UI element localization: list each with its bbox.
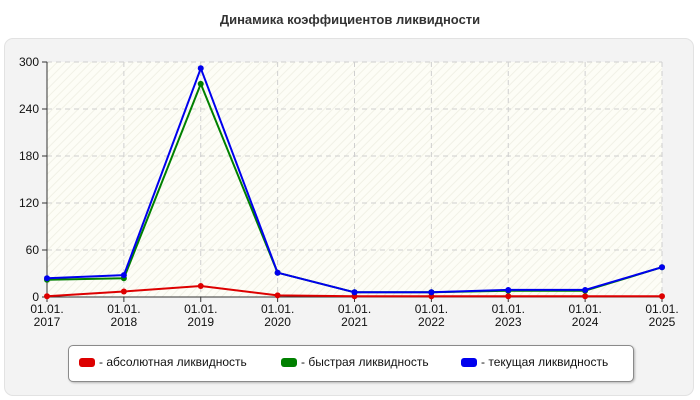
x-tick-label: 01.01. 2022 [415, 302, 448, 329]
legend-label: - текущая ликвидность [481, 355, 609, 369]
x-tick-label: 01.01. 2021 [338, 302, 371, 329]
series-0-point [582, 293, 589, 300]
series-group [44, 65, 665, 300]
series-2-point [351, 289, 358, 296]
series-2-point [120, 272, 127, 279]
series-1-point [197, 80, 204, 87]
y-tick-label: 300 [19, 55, 39, 69]
series-0-point [197, 283, 204, 290]
series-0-point [505, 293, 512, 300]
x-tick-label: 01.01. 2024 [568, 302, 601, 329]
x-tick-label: 01.01. 2019 [184, 302, 217, 329]
x-tick-label: 01.01. 2023 [492, 302, 525, 329]
series-2-point [274, 269, 281, 276]
y-tick-label: 60 [26, 243, 40, 257]
legend: - абсолютная ликвидность - быстрая ликвид… [68, 345, 634, 382]
legend-swatch [461, 357, 477, 367]
series-2-point [44, 275, 50, 282]
series-0-point [120, 288, 127, 295]
legend-item: - абсолютная ликвидность [79, 354, 247, 370]
y-tick-label: 240 [19, 102, 39, 116]
legend-label: - быстрая ликвидность [301, 355, 429, 369]
series-0-point [274, 292, 281, 299]
x-tick-label: 01.01. 2025 [645, 302, 678, 329]
series-2-point [428, 289, 435, 296]
chart-title: Динамика коэффициентов ликвидности [219, 12, 481, 27]
series-2-point [197, 65, 204, 72]
x-tick-label: 01.01. 2020 [261, 302, 294, 329]
legend-swatch [79, 357, 95, 367]
series-2-point [582, 286, 589, 293]
x-tick-label: 01.01. 2018 [107, 302, 140, 329]
legend-item: - быстрая ликвидность [281, 354, 429, 370]
series-2-point [505, 286, 512, 293]
y-tick-label: 0 [32, 290, 39, 304]
y-tick-label: 120 [19, 196, 39, 210]
legend-label: - абсолютная ликвидность [99, 355, 247, 369]
tick-labels: 0 60 120 180 240 300 01.01. 2017 01.01. 2018 01.01… [19, 55, 679, 329]
series-0-point [44, 293, 50, 300]
legend-swatch [281, 357, 297, 367]
series-0-point [659, 293, 665, 300]
series-2-point [659, 264, 665, 271]
legend-item: - текущая ликвидность [461, 354, 608, 370]
grid-lines [47, 61, 663, 297]
x-tick-label: 01.01. 2017 [30, 302, 63, 329]
y-tick-label: 180 [19, 149, 39, 163]
